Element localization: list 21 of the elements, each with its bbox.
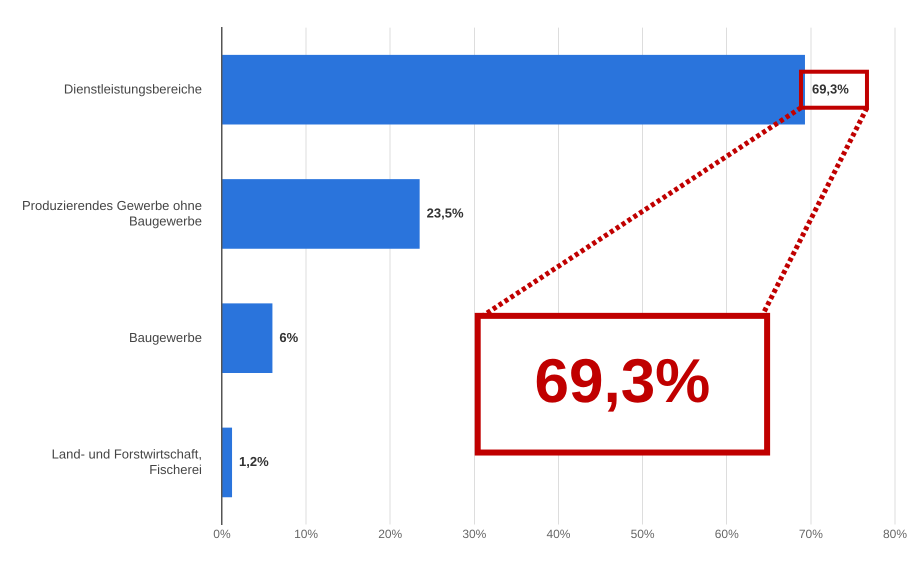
x-tick-label: 30% [462, 527, 487, 542]
x-tick-label: 10% [294, 527, 318, 542]
y-tick-label: Land- und Forstwirtschaft, Fischerei [52, 446, 202, 477]
x-tick-label: 50% [630, 527, 655, 542]
bar [222, 303, 272, 374]
x-tick-label: 0% [213, 527, 231, 542]
data-label: 69,3% [812, 81, 850, 96]
x-tick-label: 70% [798, 527, 824, 542]
annotation: 69,3% [534, 346, 712, 418]
x-tick-label: 40% [546, 527, 571, 542]
data-label: 1,2% [239, 454, 270, 470]
x-tick-label: 20% [378, 527, 403, 542]
bar [222, 179, 420, 249]
data-label: 23,5% [426, 206, 464, 221]
y-tick-label: Produzierendes Gewerbe ohne Baugewerbe [22, 198, 202, 228]
y-tick-label: Dienstleistungsbereiche [64, 81, 202, 96]
y-tick-label: Baugewerbe [128, 330, 202, 345]
data-label: 6% [279, 330, 299, 345]
bar [222, 428, 232, 498]
x-tick-label: 80% [882, 527, 908, 542]
x-tick-label: 60% [714, 527, 740, 542]
